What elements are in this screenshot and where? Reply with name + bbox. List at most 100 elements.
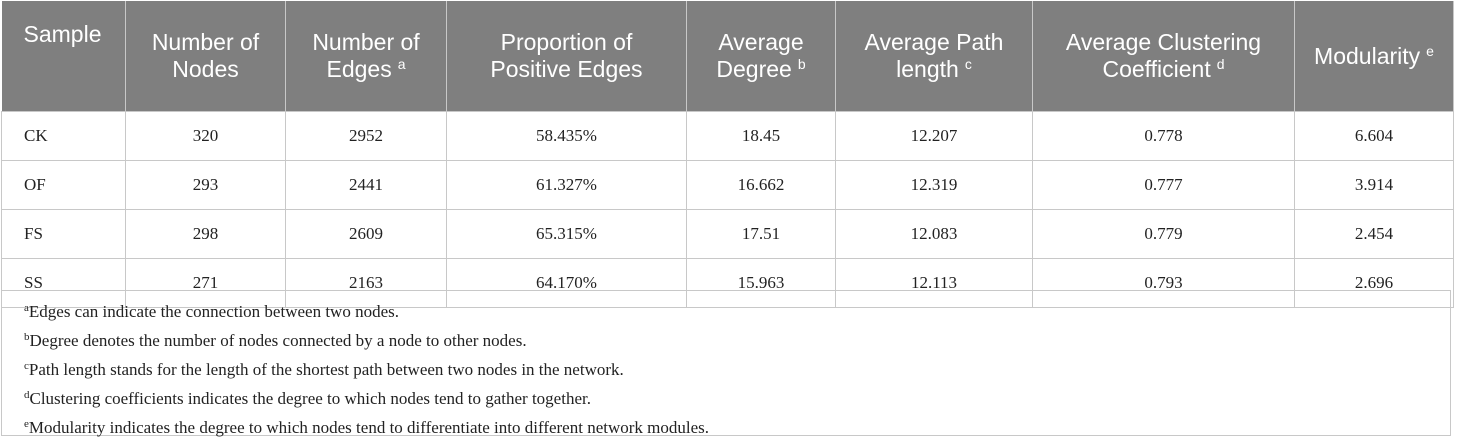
footnote-mark: a bbox=[24, 302, 29, 314]
table-cell: OF bbox=[1, 160, 126, 210]
header-cell: Average Degree b bbox=[686, 1, 836, 112]
cell-text: 64.170% bbox=[536, 273, 597, 292]
header-row: Sample Number of Nodes Number of Edges a Propo… bbox=[1, 1, 1454, 112]
cell-text: 293 bbox=[192, 175, 219, 194]
footnote-text: Edges can indicate the connection betwee… bbox=[28, 302, 399, 321]
table-cell: 12.207 bbox=[835, 111, 1033, 161]
cell-text: 2163 bbox=[349, 273, 383, 292]
cell-text: 3.914 bbox=[1354, 175, 1394, 194]
table-cell: 2.696 bbox=[1294, 258, 1454, 308]
header-cell: Number of Nodes bbox=[125, 1, 286, 112]
cell-text: 2.696 bbox=[1354, 273, 1394, 292]
table-cell: 17.51 bbox=[686, 209, 836, 259]
header-text: Number of bbox=[151, 29, 260, 55]
cell-text: CK bbox=[24, 126, 48, 145]
header-cell: Average Path length c bbox=[835, 1, 1033, 112]
cell-text: 320 bbox=[192, 126, 219, 145]
footnote-text: Path length stands for the length of the… bbox=[28, 360, 624, 379]
table-cell: 320 bbox=[125, 111, 286, 161]
cell-text: 58.435% bbox=[536, 126, 597, 145]
header-cell: Modularity e bbox=[1294, 1, 1454, 112]
footnotes: aEdges can indicate the connection betwe… bbox=[1, 290, 1451, 437]
table-cell: 293 bbox=[125, 160, 286, 210]
footnote-mark: c bbox=[964, 56, 972, 72]
footnote: dClustering coefficients indicates the d… bbox=[2, 384, 1450, 413]
table-cell: 2.454 bbox=[1294, 209, 1454, 259]
cell-text: 2609 bbox=[349, 224, 383, 243]
table-cell: 2952 bbox=[285, 111, 447, 161]
cell-text: 65.315% bbox=[536, 224, 597, 243]
header-text: Degree bbox=[716, 56, 792, 82]
header-text: Average Clustering bbox=[1065, 29, 1262, 55]
header-text: Proportion of bbox=[500, 29, 633, 55]
header-text: Sample bbox=[23, 21, 102, 47]
cell-text: 17.51 bbox=[741, 224, 781, 243]
footnote-text: Degree denotes the number of nodes conne… bbox=[29, 331, 527, 350]
cell-text: 18.45 bbox=[741, 126, 781, 145]
table-cell: 0.778 bbox=[1032, 111, 1295, 161]
cell-text: 12.207 bbox=[910, 126, 958, 145]
header-text: Number of bbox=[312, 29, 420, 55]
footnote-mark: d bbox=[24, 389, 30, 401]
footnote: aEdges can indicate the connection betwe… bbox=[2, 297, 1450, 326]
header-cell: Sample bbox=[1, 1, 126, 112]
footnote: eModularity indicates the degree to whic… bbox=[2, 413, 1450, 442]
footnote: bDegree denotes the number of nodes conn… bbox=[2, 326, 1450, 355]
table-row: FS 298 2609 65.315% 17.51 12.083 0.779 2.454 bbox=[1, 209, 1454, 259]
cell-text: 2952 bbox=[349, 126, 383, 145]
table-row: CK 320 2952 58.435% 18.45 12.207 0.778 6.604 bbox=[1, 111, 1454, 161]
cell-text: 6.604 bbox=[1354, 126, 1394, 145]
cell-text: 0.778 bbox=[1144, 126, 1183, 145]
table-cell: 0.793 bbox=[1032, 258, 1295, 308]
cell-text: 0.793 bbox=[1144, 273, 1183, 292]
table-row: SS 271 2163 64.170% 15.963 12.113 0.793 2.696 bbox=[1, 258, 1454, 308]
cell-text: 16.662 bbox=[737, 175, 785, 194]
table-row: OF 293 2441 61.327% 16.662 12.319 0.777 3.914 bbox=[1, 160, 1454, 210]
cell-text: SS bbox=[24, 273, 43, 292]
table-cell: FS bbox=[1, 209, 126, 259]
footnote-mark: b bbox=[24, 331, 30, 343]
table-cell: 6.604 bbox=[1294, 111, 1454, 161]
cell-text: 61.327% bbox=[536, 175, 597, 194]
header-text: Nodes bbox=[172, 56, 239, 82]
cell-text: 15.963 bbox=[737, 273, 785, 292]
table-cell: 298 bbox=[125, 209, 286, 259]
table-cell: 2609 bbox=[285, 209, 447, 259]
table-cell: 12.083 bbox=[835, 209, 1033, 259]
cell-text: 0.777 bbox=[1144, 175, 1183, 194]
table-cell: 12.319 bbox=[835, 160, 1033, 210]
table-cell: 0.779 bbox=[1032, 209, 1295, 259]
footnote: cPath length stands for the length of th… bbox=[2, 355, 1450, 384]
table-cell: 58.435% bbox=[446, 111, 687, 161]
data-table: Sample Number of Nodes Number of Edges a Propo… bbox=[1, 1, 1454, 308]
header-cell: Proportion of Positive Edges bbox=[446, 1, 687, 112]
table-cell: 2441 bbox=[285, 160, 447, 210]
footnote-mark: d bbox=[1216, 56, 1225, 72]
footnote-mark: c bbox=[24, 360, 29, 372]
footnote-mark: e bbox=[1426, 42, 1434, 59]
table-cell: 3.914 bbox=[1294, 160, 1454, 210]
table-cell: SS bbox=[1, 258, 126, 308]
table-cell: 18.45 bbox=[686, 111, 836, 161]
cell-text: 2441 bbox=[349, 175, 383, 194]
header-text: Modularity bbox=[1314, 42, 1421, 69]
table-cell: 271 bbox=[125, 258, 286, 308]
header-text: Average Path bbox=[864, 29, 1004, 55]
footnote-mark: e bbox=[24, 418, 29, 430]
cell-text: 12.083 bbox=[910, 224, 958, 243]
header-text: Edges bbox=[326, 56, 392, 82]
header-text: Average bbox=[718, 29, 804, 55]
cell-text: 12.319 bbox=[910, 175, 958, 194]
footnote-mark: a bbox=[397, 56, 406, 72]
cell-text: 271 bbox=[192, 273, 219, 292]
table-cell: CK bbox=[1, 111, 126, 161]
table-cell: 61.327% bbox=[446, 160, 687, 210]
cell-text: OF bbox=[24, 175, 46, 194]
footnote-mark: b bbox=[797, 56, 806, 72]
header-cell: Number of Edges a bbox=[285, 1, 447, 112]
cell-text: 12.113 bbox=[910, 273, 958, 292]
table-cell: 64.170% bbox=[446, 258, 687, 308]
cell-text: 2.454 bbox=[1354, 224, 1394, 243]
header-text: Coefficient bbox=[1102, 56, 1211, 82]
